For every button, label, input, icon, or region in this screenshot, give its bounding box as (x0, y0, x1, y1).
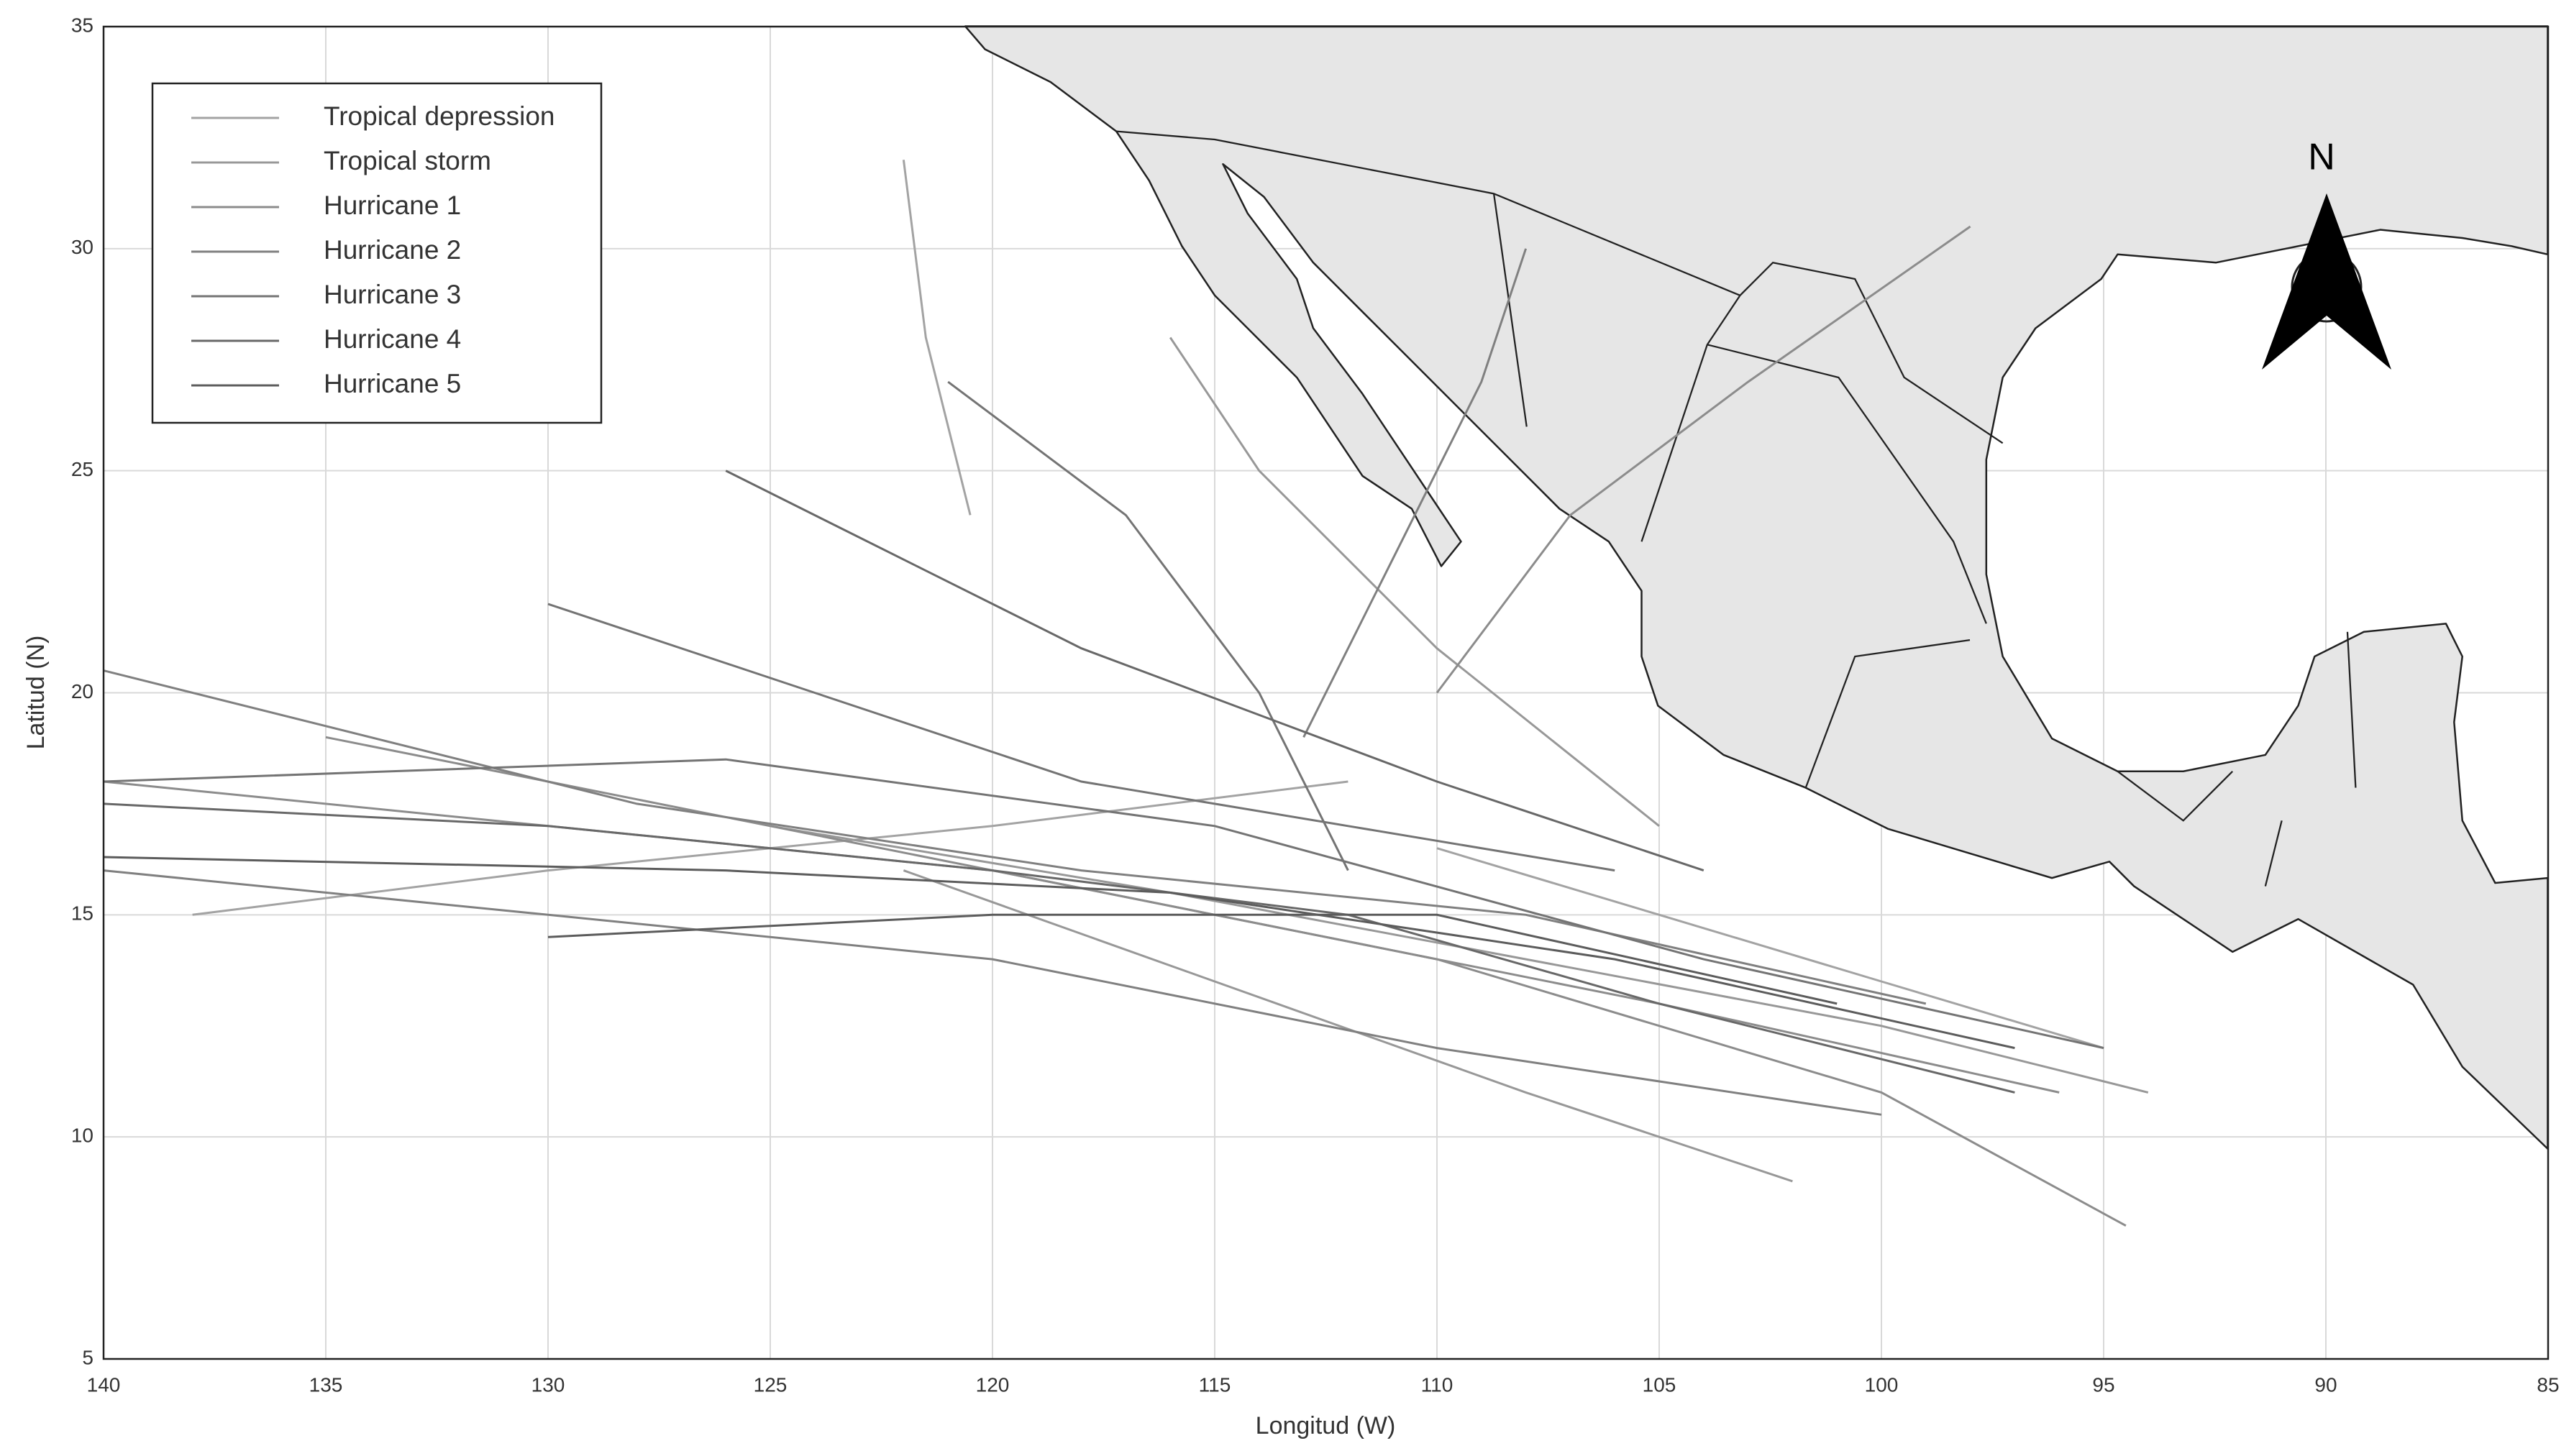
legend-label: Hurricane 2 (324, 235, 461, 265)
storm-track (547, 603, 1615, 872)
storm-track (103, 669, 1927, 1005)
land-mass (964, 25, 2549, 1150)
storm-track (1169, 336, 1660, 827)
x-tick-label: 105 (1643, 1373, 1676, 1396)
arrow-left (2262, 193, 2327, 370)
y-tick-label: 5 (82, 1346, 93, 1368)
x-tick-label: 85 (2537, 1373, 2559, 1396)
storm-track (725, 470, 1704, 872)
storm-track (103, 758, 2104, 1050)
x-tick-label: 110 (1421, 1373, 1453, 1396)
storm-track (1436, 225, 1971, 694)
storm-track (1436, 847, 2104, 1050)
y-tick-label: 35 (71, 14, 93, 36)
storm-track (902, 160, 972, 516)
x-tick-label: 100 (1865, 1373, 1899, 1396)
y-tick-label: 30 (71, 236, 93, 258)
legend-box (151, 82, 603, 424)
legend-label: Tropical storm (324, 146, 491, 175)
storm-track (103, 869, 1882, 1116)
arrow-right (2327, 193, 2391, 370)
legend-label: Hurricane 1 (324, 191, 461, 220)
x-tick-label: 130 (531, 1373, 565, 1396)
storm-track (903, 869, 1793, 1183)
x-tick-label: 140 (87, 1373, 121, 1396)
north-arrow (2262, 193, 2391, 370)
north-label: N (2308, 137, 2335, 178)
storm-track (947, 380, 1349, 871)
x-tick-label: 135 (309, 1373, 343, 1396)
y-tick-label: 15 (71, 902, 93, 925)
y-tick-label: 25 (71, 458, 93, 480)
legend: Tropical depression Tropical storm Hurrica… (191, 101, 555, 398)
x-tick-label: 95 (2092, 1373, 2114, 1396)
x-tick-label: 90 (2314, 1373, 2337, 1396)
storm-track (1302, 248, 1528, 738)
tracks (103, 160, 2149, 1227)
x-tick-label: 120 (976, 1373, 1010, 1396)
y-tick-label: 10 (71, 1125, 93, 1147)
y-axis-label: Latitud (N) (22, 636, 50, 750)
storm-track (103, 856, 2015, 1050)
x-tick-label: 125 (754, 1373, 788, 1396)
plot-frame (102, 25, 2550, 1360)
legend-label: Tropical depression (324, 101, 555, 131)
legend-label: Hurricane 3 (324, 280, 461, 309)
x-axis-label: Longitud (W) (1256, 1412, 1396, 1439)
x-tick-label: 115 (1199, 1373, 1231, 1396)
storm-track (770, 825, 2149, 1094)
legend-label: Hurricane 5 (324, 369, 461, 398)
storm-track (547, 913, 1838, 1005)
legend-label: Hurricane 4 (324, 324, 461, 354)
border (1116, 130, 2357, 887)
y-tick-label: 20 (71, 680, 93, 702)
land (964, 25, 2549, 1150)
